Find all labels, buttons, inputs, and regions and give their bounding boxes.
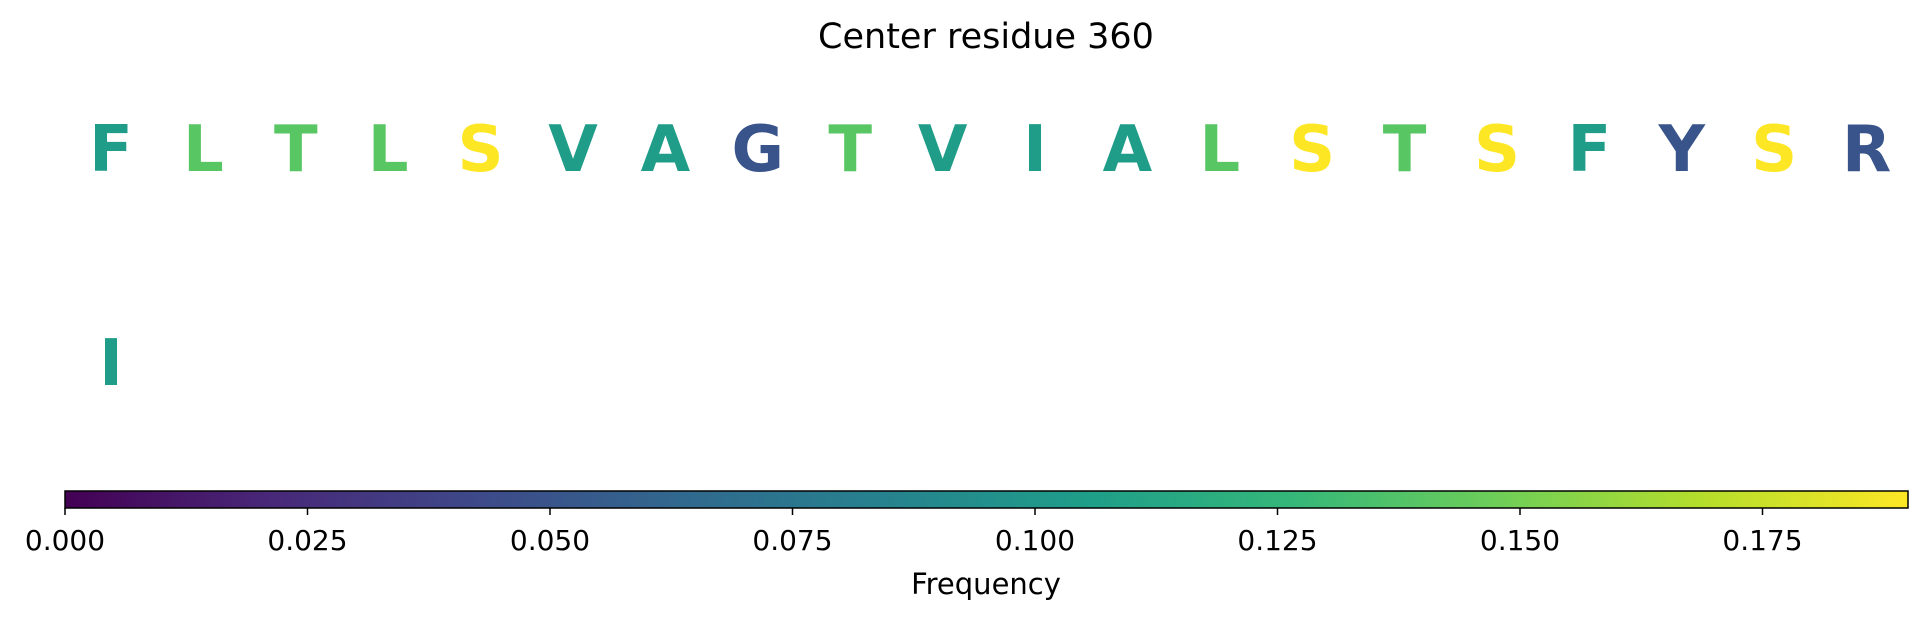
colorbar-tick-label: 0.150 bbox=[1480, 524, 1560, 557]
residue-letter: L bbox=[368, 113, 409, 187]
residue-letter: I bbox=[1023, 113, 1047, 187]
residue-letter: A bbox=[641, 113, 691, 187]
residue-letter: F bbox=[89, 113, 133, 187]
residue-letter: V bbox=[548, 113, 598, 187]
colorbar-tick-label: 0.075 bbox=[752, 524, 832, 557]
chart-title: Center residue 360 bbox=[818, 17, 1154, 57]
colorbar-tick-label: 0.125 bbox=[1237, 524, 1317, 557]
residue-letter: L bbox=[1199, 113, 1240, 187]
residue-letter: Y bbox=[1658, 113, 1706, 187]
residue-letter: G bbox=[732, 113, 785, 187]
colorbar-tick-label: 0.050 bbox=[510, 524, 590, 557]
residue-letter: T bbox=[274, 113, 318, 187]
residue-letter: S bbox=[458, 113, 504, 187]
residue-letter: A bbox=[1103, 113, 1153, 187]
residue-letter: L bbox=[183, 113, 224, 187]
residue-letter: T bbox=[828, 113, 872, 187]
colorbar-tick-label: 0.175 bbox=[1722, 524, 1802, 557]
colorbar: 0.000 0.025 0.050 0.075 0.100 0.125 0.150 0.175… bbox=[25, 490, 1909, 601]
residue-letter: I bbox=[99, 327, 123, 401]
colorbar-axis-label: Frequency bbox=[911, 567, 1061, 601]
colorbar-tick-label: 0.025 bbox=[267, 524, 347, 557]
residue-letter: S bbox=[1289, 113, 1335, 187]
residue-grid: F L T L S V A G T V I A L S T S F Y S RI bbox=[89, 113, 1891, 401]
residue-letter: T bbox=[1383, 113, 1427, 187]
colorbar-tick-label: 0.000 bbox=[25, 524, 105, 557]
residue-letter: S bbox=[1751, 113, 1797, 187]
residue-letter: R bbox=[1842, 113, 1891, 187]
colorbar-ticks: 0.000 0.025 0.050 0.075 0.100 0.125 0.150 0.175 bbox=[25, 508, 1803, 557]
residue-letter: S bbox=[1474, 113, 1520, 187]
residue-letter: F bbox=[1568, 113, 1612, 187]
residue-letter: V bbox=[918, 113, 968, 187]
colorbar-tick-label: 0.100 bbox=[995, 524, 1075, 557]
colorbar-gradient-bar bbox=[64, 490, 1909, 509]
